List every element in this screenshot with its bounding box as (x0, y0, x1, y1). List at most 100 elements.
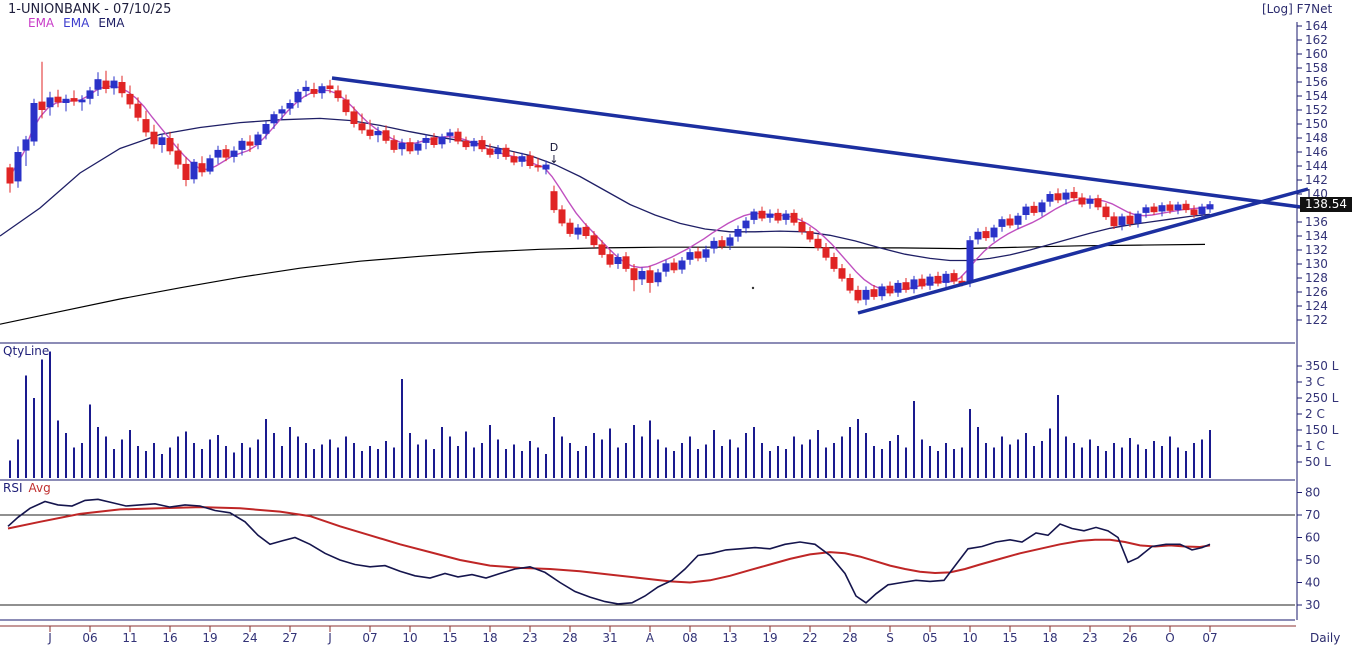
candle-down (822, 247, 830, 258)
price-tick-label: 148 (1305, 131, 1328, 145)
candle-up (1158, 205, 1166, 212)
candle-up (22, 139, 30, 151)
candle-down (606, 254, 614, 265)
date-label: 16 (162, 631, 177, 645)
candle-up (470, 140, 478, 147)
ascending-trendline (857, 187, 1309, 315)
candle-up (726, 237, 734, 246)
candle-up (966, 240, 974, 283)
candle-up (614, 257, 622, 264)
candle-up (214, 149, 222, 158)
candle-down (590, 235, 598, 246)
candle-up (62, 98, 70, 103)
candle-down (806, 231, 814, 240)
candle-down (222, 149, 230, 158)
candle-up (750, 211, 758, 220)
rsi-avg-label: Avg (28, 481, 51, 495)
date-label: 18 (1042, 631, 1057, 645)
candle-down (502, 147, 510, 157)
ema-legend-2[interactable]: EMA (63, 16, 90, 30)
date-label: 26 (1122, 631, 1137, 645)
ema-legend-3[interactable]: EMA (98, 16, 125, 30)
candle-down (126, 93, 134, 105)
candle-down (6, 167, 14, 184)
candle-up (1134, 213, 1142, 224)
candle-up (110, 80, 118, 89)
stray-dot (751, 286, 755, 290)
price-tick-label: 152 (1305, 103, 1328, 117)
price-tick-label: 134 (1305, 229, 1328, 243)
date-label: 05 (922, 631, 937, 645)
date-label: 10 (962, 631, 977, 645)
candle-up (318, 86, 326, 94)
candle-up (702, 249, 710, 258)
candle-down (462, 140, 470, 148)
price-tick-label: 128 (1305, 271, 1328, 285)
candle-up (782, 213, 790, 220)
candle-down (334, 90, 342, 99)
date-label: 13 (722, 631, 737, 645)
volume-tick-label: 350 L (1305, 359, 1339, 373)
price-tick-label: 156 (1305, 75, 1328, 89)
rsi-tick-label: 50 (1305, 553, 1320, 567)
price-tick-label: 150 (1305, 117, 1328, 131)
price-tick-label: 124 (1305, 299, 1328, 313)
candle-up (374, 131, 382, 136)
candle-down (550, 191, 558, 211)
candle-down (902, 282, 910, 290)
candle-down (918, 278, 926, 287)
date-label: O (1165, 631, 1174, 645)
candle-down (886, 285, 894, 294)
candle-down (1126, 215, 1134, 225)
ema-legend-1[interactable]: EMA (28, 16, 55, 30)
candle-down (174, 150, 182, 165)
candle-up (1046, 194, 1054, 202)
scale-mode-label[interactable]: [Log] F7Net (1262, 2, 1333, 16)
candle-down (390, 140, 398, 150)
descending-trendline (331, 76, 1309, 210)
price-tick-label: 142 (1305, 173, 1328, 187)
timeframe-label[interactable]: Daily (1310, 631, 1341, 645)
candle-up (262, 124, 270, 134)
volume-tick-label: 250 L (1305, 391, 1339, 405)
candle-down (1078, 197, 1086, 205)
date-label: 24 (242, 631, 257, 645)
date-label: 22 (802, 631, 817, 645)
candle-down (142, 119, 150, 133)
candle-down (982, 231, 990, 239)
candle-up (14, 152, 22, 182)
date-label: 08 (682, 631, 697, 645)
price-tick-label: 144 (1305, 159, 1328, 173)
candle-down (118, 82, 126, 94)
rsi-tick-label: 30 (1305, 598, 1320, 612)
candle-up (878, 286, 886, 297)
candle-up (710, 240, 718, 249)
volume-tick-label: 1 C (1305, 439, 1325, 453)
candle-down (798, 222, 806, 232)
candle-down (694, 251, 702, 259)
candle-down (54, 96, 62, 103)
volume-tick-label: 150 L (1305, 423, 1339, 437)
date-label: 31 (602, 631, 617, 645)
candle-up (238, 140, 246, 150)
rsi-line (7, 498, 1211, 605)
candle-up (1062, 192, 1070, 200)
date-label: 27 (282, 631, 297, 645)
candle-up (86, 90, 94, 99)
date-label: 15 (442, 631, 457, 645)
candle-up (446, 132, 454, 136)
price-tick-label: 164 (1305, 19, 1328, 33)
candle-up (926, 276, 934, 286)
candle-up (894, 282, 902, 293)
date-label: 11 (122, 631, 137, 645)
price-tick-label: 126 (1305, 285, 1328, 299)
candle-up (910, 279, 918, 290)
candle-up (94, 79, 102, 90)
candle-down (366, 129, 374, 136)
date-label: A (646, 631, 655, 645)
ema-legend: EMA EMA EMA (28, 16, 133, 30)
candle-down (1006, 218, 1014, 226)
candle-up (206, 158, 214, 172)
candle-down (950, 273, 958, 282)
